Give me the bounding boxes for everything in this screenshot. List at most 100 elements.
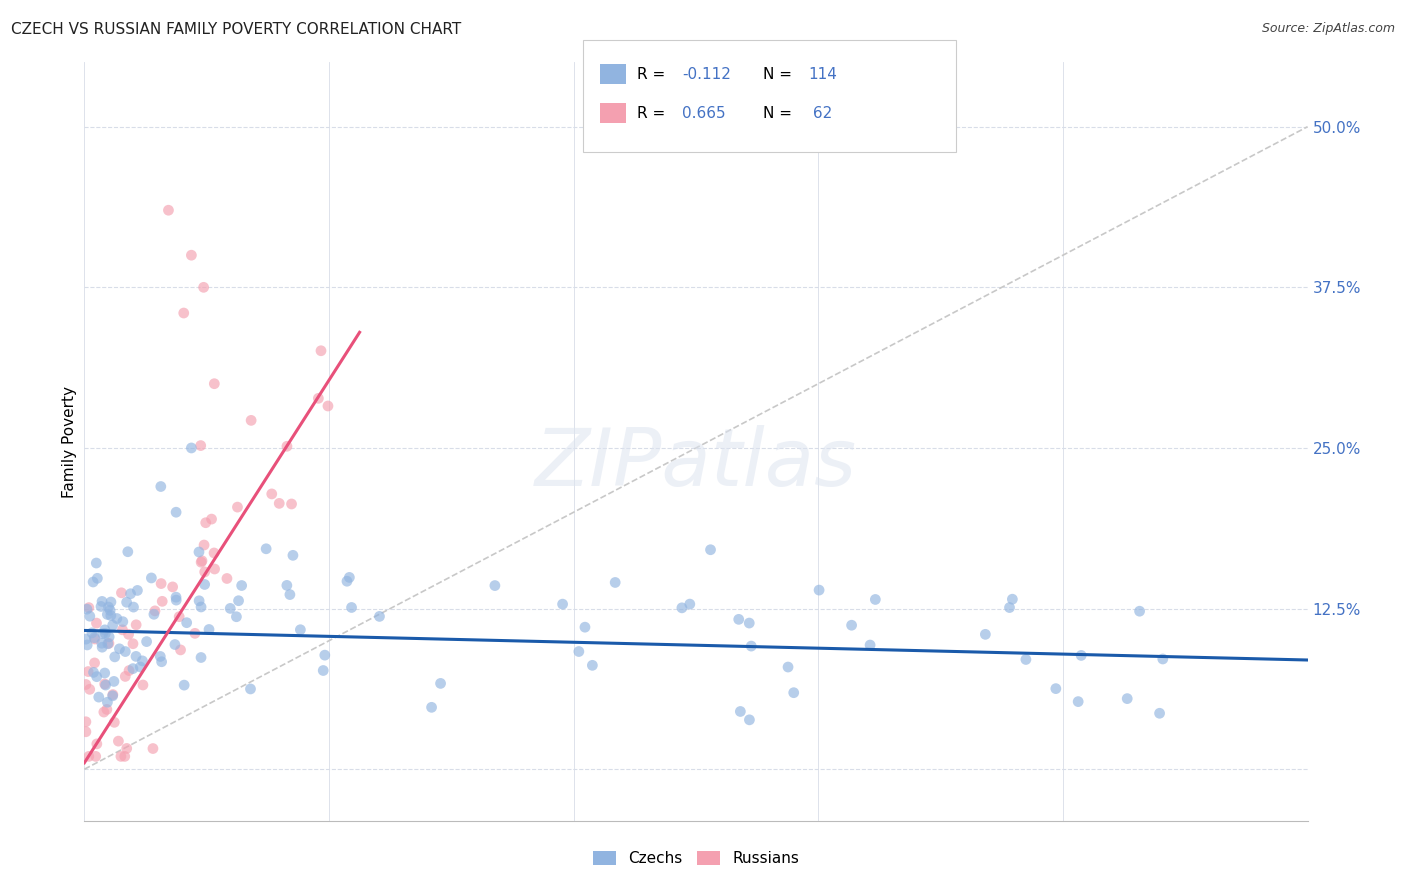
Point — [568, 644, 591, 658]
Point — [79, 609, 101, 624]
Point — [97, 636, 120, 650]
Point — [107, 734, 129, 748]
Point — [90, 599, 112, 614]
Point — [200, 512, 222, 526]
Point — [94, 678, 117, 692]
Point — [75, 724, 97, 739]
Point — [157, 203, 180, 218]
Point — [260, 487, 283, 501]
Point — [309, 343, 332, 358]
Point — [96, 607, 118, 622]
Point — [167, 609, 190, 624]
Point — [117, 627, 139, 641]
Point — [276, 439, 298, 453]
Point — [94, 626, 117, 640]
Point — [75, 714, 97, 729]
Point — [484, 578, 506, 592]
Point — [82, 574, 104, 589]
Point — [86, 670, 108, 684]
Point — [740, 639, 762, 653]
Point — [738, 615, 761, 630]
Point — [103, 674, 125, 689]
Point — [193, 538, 215, 552]
Point — [190, 599, 212, 614]
Point — [101, 688, 124, 702]
Point — [135, 634, 157, 648]
Point — [100, 595, 122, 609]
Point — [132, 678, 155, 692]
Point — [176, 615, 198, 630]
Point — [83, 665, 105, 680]
Point — [84, 556, 107, 570]
Point — [162, 580, 184, 594]
Point — [240, 413, 263, 427]
Point — [1129, 604, 1152, 618]
Point — [77, 600, 100, 615]
Point — [605, 575, 627, 590]
Point — [699, 542, 721, 557]
Point — [312, 664, 335, 678]
Point — [114, 644, 136, 658]
Point — [215, 572, 238, 586]
Point — [808, 583, 831, 598]
Y-axis label: Family Poverty: Family Poverty — [62, 385, 77, 498]
Text: CZECH VS RUSSIAN FAMILY POVERTY CORRELATION CHART: CZECH VS RUSSIAN FAMILY POVERTY CORRELAT… — [11, 22, 461, 37]
Point — [974, 627, 997, 641]
Point — [75, 677, 97, 691]
Point — [1001, 592, 1024, 607]
Point — [169, 643, 191, 657]
Point — [110, 749, 132, 764]
Point — [340, 600, 363, 615]
Point — [180, 248, 202, 262]
Point — [98, 603, 121, 617]
Point — [131, 654, 153, 668]
Point — [77, 665, 100, 679]
Point — [307, 392, 329, 406]
Point — [83, 631, 105, 645]
Text: N =: N = — [763, 67, 797, 81]
Point — [150, 655, 173, 669]
Point — [114, 749, 136, 764]
Point — [859, 638, 882, 652]
Point — [150, 576, 173, 591]
Point — [93, 705, 115, 719]
Point — [75, 632, 97, 647]
Point — [727, 612, 749, 626]
Point — [190, 439, 212, 453]
Point — [193, 280, 215, 294]
Point — [191, 554, 214, 568]
Point — [83, 656, 105, 670]
Point — [118, 664, 141, 678]
Point — [281, 549, 304, 563]
Point — [1152, 652, 1174, 666]
Point — [87, 690, 110, 705]
Point — [314, 648, 336, 662]
Point — [91, 626, 114, 640]
Point — [150, 594, 173, 608]
Text: N =: N = — [763, 106, 797, 120]
Text: R =: R = — [637, 106, 671, 120]
Point — [103, 715, 125, 730]
Point — [188, 594, 211, 608]
Point — [202, 376, 225, 391]
Text: 0.665: 0.665 — [682, 106, 725, 120]
Point — [1070, 648, 1092, 663]
Point — [101, 689, 124, 703]
Point — [91, 640, 114, 655]
Point — [776, 660, 799, 674]
Point — [1149, 706, 1171, 721]
Point — [86, 616, 108, 631]
Point — [1067, 695, 1090, 709]
Point — [127, 583, 149, 598]
Point — [783, 686, 806, 700]
Point — [165, 590, 187, 604]
Point — [204, 562, 226, 576]
Point — [122, 662, 145, 676]
Point — [165, 505, 187, 519]
Text: 62: 62 — [808, 106, 832, 120]
Point — [163, 638, 186, 652]
Point — [841, 618, 863, 632]
Point — [188, 545, 211, 559]
Point — [180, 441, 202, 455]
Point — [194, 565, 217, 579]
